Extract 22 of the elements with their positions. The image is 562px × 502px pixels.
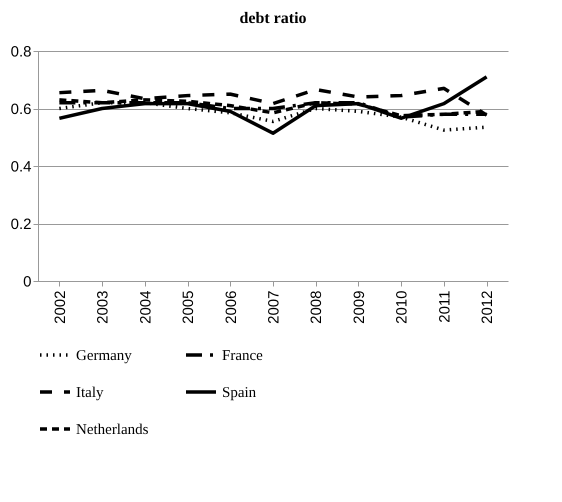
y-tick-label: 0.8 [10,44,32,60]
y-tick-label: 0.2 [10,216,32,233]
x-tick-label: 2004 [137,290,154,324]
legend-label: Italy [76,385,104,401]
x-tick-label: 2011 [436,290,454,323]
chart-title: debt ratio [239,10,307,27]
x-tick-label: 2002 [52,290,69,324]
y-tick-label: 0.6 [10,101,32,118]
legend-label: Germany [76,348,132,364]
x-tick-label: 2009 [350,290,368,324]
y-tick-label: 0 [23,274,32,290]
legend-label: Netherlands [76,422,149,438]
legend-label: Spain [222,385,257,401]
y-tick-label: 0.4 [10,158,32,176]
x-tick-label: 2005 [180,290,198,324]
x-tick-label: 2003 [94,290,112,324]
legend-label: France [222,348,264,364]
x-tick-label: 2008 [308,290,326,324]
x-tick-label: 2006 [222,290,240,324]
x-tick-label: 2012 [479,290,496,324]
x-tick-label: 2007 [266,290,282,324]
x-tick-label: 2010 [394,290,411,324]
